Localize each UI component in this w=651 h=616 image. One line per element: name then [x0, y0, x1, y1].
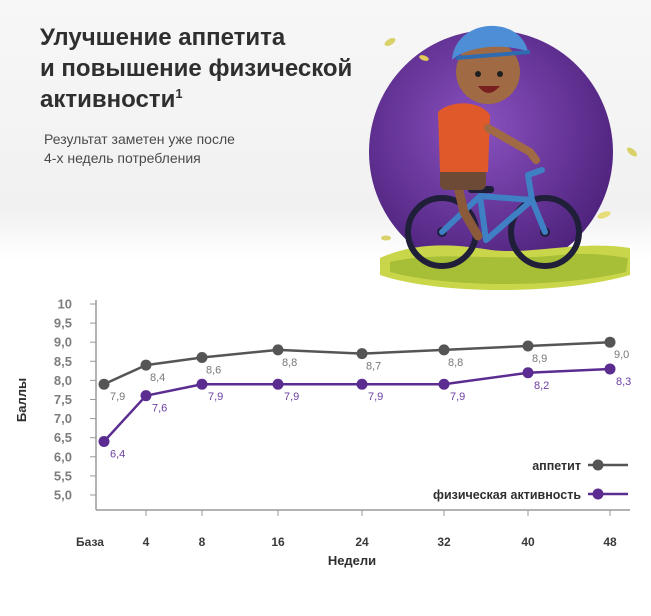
y-tick-label: 8,5	[54, 354, 72, 369]
data-label: 8,7	[366, 361, 381, 373]
data-point	[356, 348, 368, 360]
data-label: 6,4	[110, 449, 125, 461]
x-tick-label: 32	[437, 535, 451, 549]
x-tick-label: 4	[143, 535, 150, 549]
data-point	[272, 344, 284, 356]
y-tick-label: 9,0	[54, 335, 72, 350]
data-label: 9,0	[614, 349, 629, 361]
data-point	[196, 378, 208, 390]
y-tick-label: 9,5	[54, 316, 72, 331]
data-label: 8,2	[534, 380, 549, 392]
y-tick-label: 6,0	[54, 449, 72, 464]
x-tick-label: 16	[271, 535, 285, 549]
legend-label-activity: физическая активность	[433, 488, 581, 502]
footnote-marker: 1	[175, 86, 183, 101]
subtitle-line-2: 4-х недель потребления	[44, 150, 201, 166]
data-label: 7,9	[110, 391, 125, 403]
legend-marker-activity	[592, 488, 604, 500]
x-tick-label: 40	[521, 535, 535, 549]
data-point	[196, 351, 208, 363]
x-tick-label: 24	[355, 535, 369, 549]
data-point	[140, 359, 152, 371]
data-point	[604, 336, 616, 348]
data-label: 8,6	[206, 364, 221, 376]
data-point	[522, 367, 534, 379]
data-label: 8,4	[150, 372, 165, 384]
data-point	[522, 340, 534, 352]
x-tick-label: База	[76, 535, 104, 549]
data-label: 8,8	[282, 357, 297, 369]
y-tick-label: 5,5	[54, 468, 72, 483]
x-tick-label: 8	[199, 535, 206, 549]
series-layer: 7,9 8,4 8,6 8,8 8,7 8,8 8,9 9,0 6,4 7,6 7,9 7,9 7,9 7…	[98, 336, 631, 461]
purple-circle-background	[369, 30, 613, 274]
y-tick-label: 6,5	[54, 430, 72, 445]
x-tick-label: 48	[603, 535, 617, 549]
title-line-2: и повышение физической	[40, 55, 353, 82]
legend-marker-appetite	[592, 459, 604, 471]
y-tick-label: 10	[58, 297, 72, 312]
x-axis-title: Недели	[328, 553, 376, 568]
data-label: 7,6	[152, 403, 167, 415]
data-label: 8,8	[448, 357, 463, 369]
grid-layer	[90, 303, 611, 516]
page-title: Улучшение аппетита и повышение физическо…	[40, 22, 380, 115]
title-line-3-text: активности	[40, 86, 176, 113]
data-label: 7,9	[368, 391, 383, 403]
y-tick-label: 5,0	[54, 488, 72, 503]
title-line-1: Улучшение аппетита	[40, 24, 286, 51]
data-point	[98, 378, 110, 390]
subtitle-line-1: Результат заметен уже после	[44, 131, 235, 147]
data-label: 8,9	[532, 353, 547, 365]
series-line-appetite	[103, 340, 611, 386]
legend: аппетит физическая активность	[433, 459, 628, 502]
data-point	[272, 378, 284, 390]
data-label: 8,3	[616, 376, 631, 388]
series-line-activity	[103, 367, 611, 443]
data-point	[356, 378, 368, 390]
subtitle: Результат заметен уже после 4-х недель п…	[44, 130, 304, 168]
data-label: 7,9	[450, 391, 465, 403]
data-label: 7,9	[208, 391, 223, 403]
child-on-bicycle-illustration	[369, 25, 637, 290]
data-point	[98, 436, 110, 448]
data-label: 7,9	[284, 391, 299, 403]
x-tick-labels: База 4 8 16 24 32 40 48	[76, 535, 617, 549]
title-line-3: активности1	[40, 84, 380, 115]
data-point	[438, 344, 450, 356]
data-point	[140, 390, 152, 402]
y-axis-title: Баллы	[14, 378, 29, 422]
data-point	[604, 363, 616, 375]
data-point	[438, 378, 450, 390]
legend-label-appetite: аппетит	[532, 459, 581, 473]
y-tick-label: 7,5	[54, 392, 72, 407]
y-tick-label: 7,0	[54, 411, 72, 426]
y-tick-label: 8,0	[54, 373, 72, 388]
y-tick-labels: 10 9,5 9,0 8,5 8,0 7,5 7,0 6,5 6,0 5,5 5,0	[54, 297, 72, 503]
